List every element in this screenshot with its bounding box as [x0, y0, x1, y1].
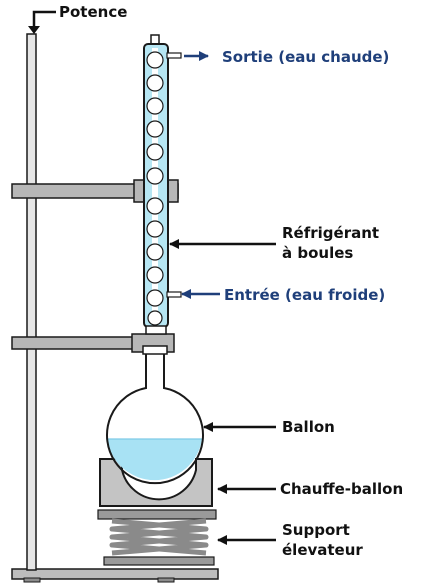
potence-arrow [32, 10, 56, 28]
support-label-line1: Support [282, 521, 350, 539]
chauffe-ballon-label: Chauffe-ballon [280, 480, 403, 498]
support-label-line2: élevateur [282, 541, 363, 559]
stand-base [11, 568, 219, 580]
outlet-nozzle [166, 52, 182, 59]
entree-label: Entrée (eau froide) [224, 286, 385, 304]
heating-mantle [99, 458, 213, 507]
sortie-label: Sortie (eau chaude) [222, 48, 389, 66]
inlet-nozzle [166, 291, 182, 298]
arrows [28, 10, 276, 545]
ball-condenser [143, 34, 182, 335]
ballon-label: Ballon [282, 418, 335, 436]
lab-jack [97, 509, 217, 566]
refrigerant-label-line1: Réfrigérant [282, 224, 379, 242]
labels: Potence Sortie (eau chaude) Réfrigérant … [59, 3, 403, 559]
potence-label: Potence [59, 3, 127, 21]
round-bottom-flask [106, 345, 204, 485]
lower-clamp [11, 333, 175, 353]
stand [11, 33, 219, 583]
stand-rod [26, 33, 37, 571]
stand-foot-right [157, 577, 175, 583]
stand-foot-left [23, 577, 41, 583]
refrigerant-label-line2: à boules [282, 244, 353, 262]
